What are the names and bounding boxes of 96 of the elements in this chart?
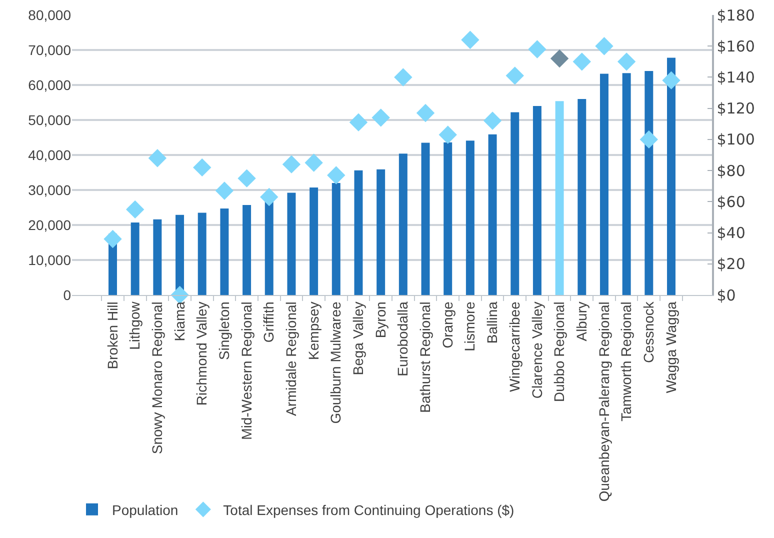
bar [444,142,452,295]
point [394,68,412,86]
point [372,108,390,127]
bar [421,142,430,295]
x-tick-label: Byron [372,302,388,338]
y2-tick-label: $60 [716,192,746,211]
x-tick-label: Wingecarribee [506,301,522,392]
x-tick-label: Griffith [260,302,277,343]
bar [600,74,608,295]
point [461,30,480,49]
bar [510,112,520,295]
x-tick-label: Lismore [462,301,478,352]
y2-tick-label: $100 [716,130,755,149]
x-tick-label: Richmond Valley [194,302,210,406]
bar [578,99,586,295]
x-tick-label: Ballina [484,301,500,344]
point [193,158,212,177]
point [662,71,680,90]
x-tick-label: Wagga Wagga [662,301,679,394]
point [595,37,614,56]
point [528,40,546,58]
point [327,166,346,184]
point [126,200,144,219]
x-tick-label: Albury [573,302,590,342]
y-tick-label: 20,000 [28,216,72,233]
bar [198,212,206,295]
x-tick-label: Snowy Monaro Regional [148,302,165,454]
point [282,155,301,174]
x-tick-label: Singleton [216,302,232,360]
bar [220,208,229,295]
bar [310,188,318,295]
x-tick-label: Broken Hill [104,302,120,370]
x-tick-label: Goulburn Mulwaree [328,301,344,424]
point [260,188,278,206]
point [550,49,569,68]
bar [287,192,296,295]
x-tick-label: Tamworth Regional [618,302,634,422]
bar [130,222,140,295]
y2-tick-label: $0 [716,286,736,304]
bar [667,58,676,295]
bar [555,101,564,295]
x-tick-label: Dubbo Regional [551,302,568,402]
point [104,230,122,248]
y-tick-label: 40,000 [28,146,72,163]
y-tick-label: 60,000 [28,76,72,93]
y2-tick-label: $40 [716,224,746,242]
point [438,126,457,144]
x-tick-label: Kiama [171,301,188,342]
y2-tick-label: $20 [716,255,746,274]
point [215,182,234,200]
point [304,154,323,172]
point [148,149,167,168]
y-tick-label: 0 [63,286,72,303]
x-tick-label: Eurobodalla [394,301,411,376]
y2-tick-label: $180 [716,6,755,24]
y-tick-label: 30,000 [28,182,72,198]
bar [398,154,408,295]
point [483,112,502,130]
y2-tick-label: $120 [716,100,755,118]
legend-label: Total Expenses from Continuing Operations ($) [223,502,514,518]
y-tick-label: 10,000 [28,252,72,268]
point [572,52,591,71]
bar [264,200,274,295]
bar [354,170,363,295]
point [416,104,435,122]
x-tick-label: Kempsey [305,302,322,360]
y2-tick-label: $160 [716,37,755,56]
x-tick-label: Bega Valley [350,302,366,376]
bar [376,169,386,295]
x-tick-label: Orange [439,301,456,348]
x-tick-label: Mid-Western Regional [238,302,254,440]
y2-tick-label: $80 [716,162,746,180]
bar [644,71,654,295]
x-tick-label: Lithgow [126,300,143,350]
point [506,66,524,85]
point [640,130,658,149]
bar [488,134,497,295]
x-tick-label: Bathurst Regional [417,302,434,413]
x-tick-label: Queanbeyan-Palerang Regional [596,302,612,502]
y-tick-label: 50,000 [28,112,72,128]
bar [153,219,162,295]
bar [466,140,474,295]
point [238,169,256,188]
bar [242,205,252,295]
bar [622,73,631,295]
y-tick-label: 80,000 [28,6,72,23]
x-tick-label: Armidale Regional [283,302,300,416]
x-tick-label: Cessnock [640,300,656,364]
legend-label: Population [112,502,178,518]
point [349,113,368,132]
y-tick-label: 70,000 [28,42,72,58]
y2-tick-label: $140 [716,68,755,86]
bar [532,106,542,295]
x-tick-label: Clarence Valley [528,302,545,399]
bar [332,183,340,295]
point [617,52,636,71]
